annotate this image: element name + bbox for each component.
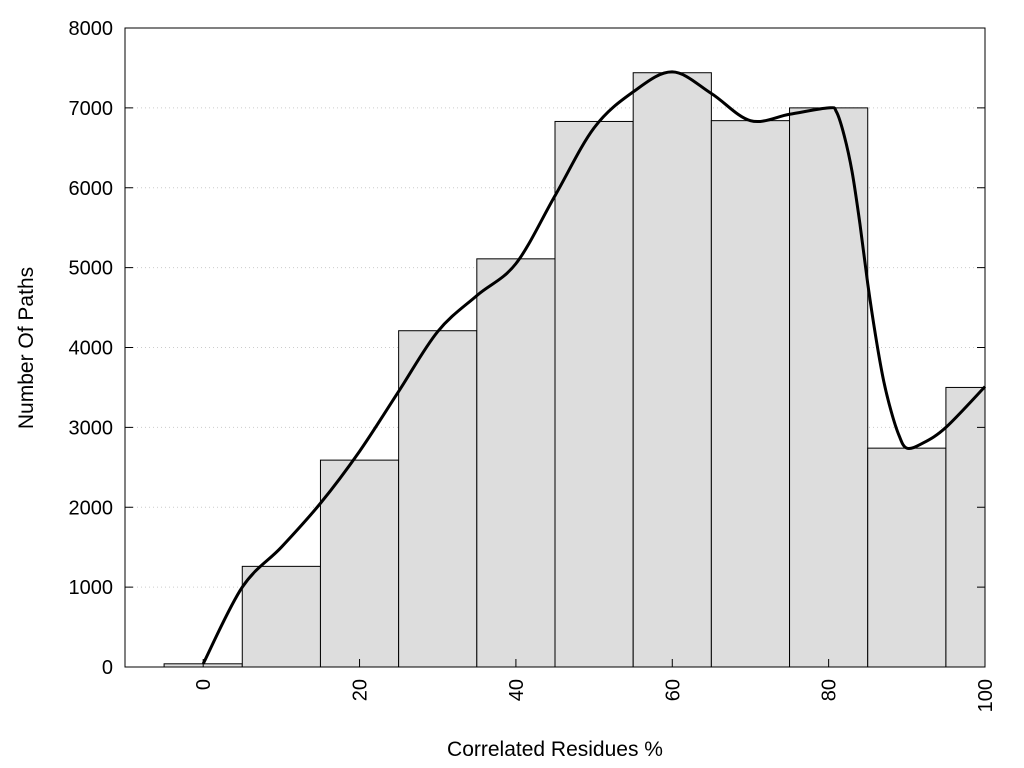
histogram-bar xyxy=(945,386,986,668)
y-tick-label: 1000 xyxy=(69,577,114,599)
smoothed-curve xyxy=(201,70,987,665)
y-axis-ticks: 0 1000 2000 3000 4000 5000 6000 7000 8000 xyxy=(69,18,985,679)
histogram-bar xyxy=(710,120,791,668)
y-tick-label: 4000 xyxy=(69,338,114,360)
y-tick-label: 8000 xyxy=(69,18,114,40)
histogram-bars xyxy=(163,72,986,668)
histogram-bar xyxy=(398,330,478,668)
x-tick-label: 20 xyxy=(350,679,372,701)
y-tick-label: 3000 xyxy=(69,417,114,439)
x-tick-label: 0 xyxy=(193,679,215,690)
histogram-bar xyxy=(632,72,712,668)
y-tick-label: 2000 xyxy=(69,497,114,519)
histogram-bar xyxy=(319,459,400,668)
histogram-bar xyxy=(241,565,321,668)
histogram-bar xyxy=(867,447,947,668)
y-tick-label: 6000 xyxy=(69,178,114,200)
y-tick-label: 7000 xyxy=(69,98,114,120)
x-tick-label: 40 xyxy=(506,679,528,701)
x-axis-label: Correlated Residues % xyxy=(447,738,663,761)
y-axis-label: Number Of Paths xyxy=(15,267,38,429)
y-tick-label: 0 xyxy=(102,657,113,679)
x-tick-label: 80 xyxy=(819,679,841,701)
histogram-bar xyxy=(789,107,869,668)
x-axis-ticks: 0 20 40 60 80 100 xyxy=(193,659,997,712)
y-tick-label: 5000 xyxy=(69,258,114,280)
x-tick-label: 60 xyxy=(662,679,684,701)
histogram-bar xyxy=(476,258,556,668)
histogram-bar xyxy=(554,120,634,668)
x-tick-label: 100 xyxy=(975,679,997,712)
